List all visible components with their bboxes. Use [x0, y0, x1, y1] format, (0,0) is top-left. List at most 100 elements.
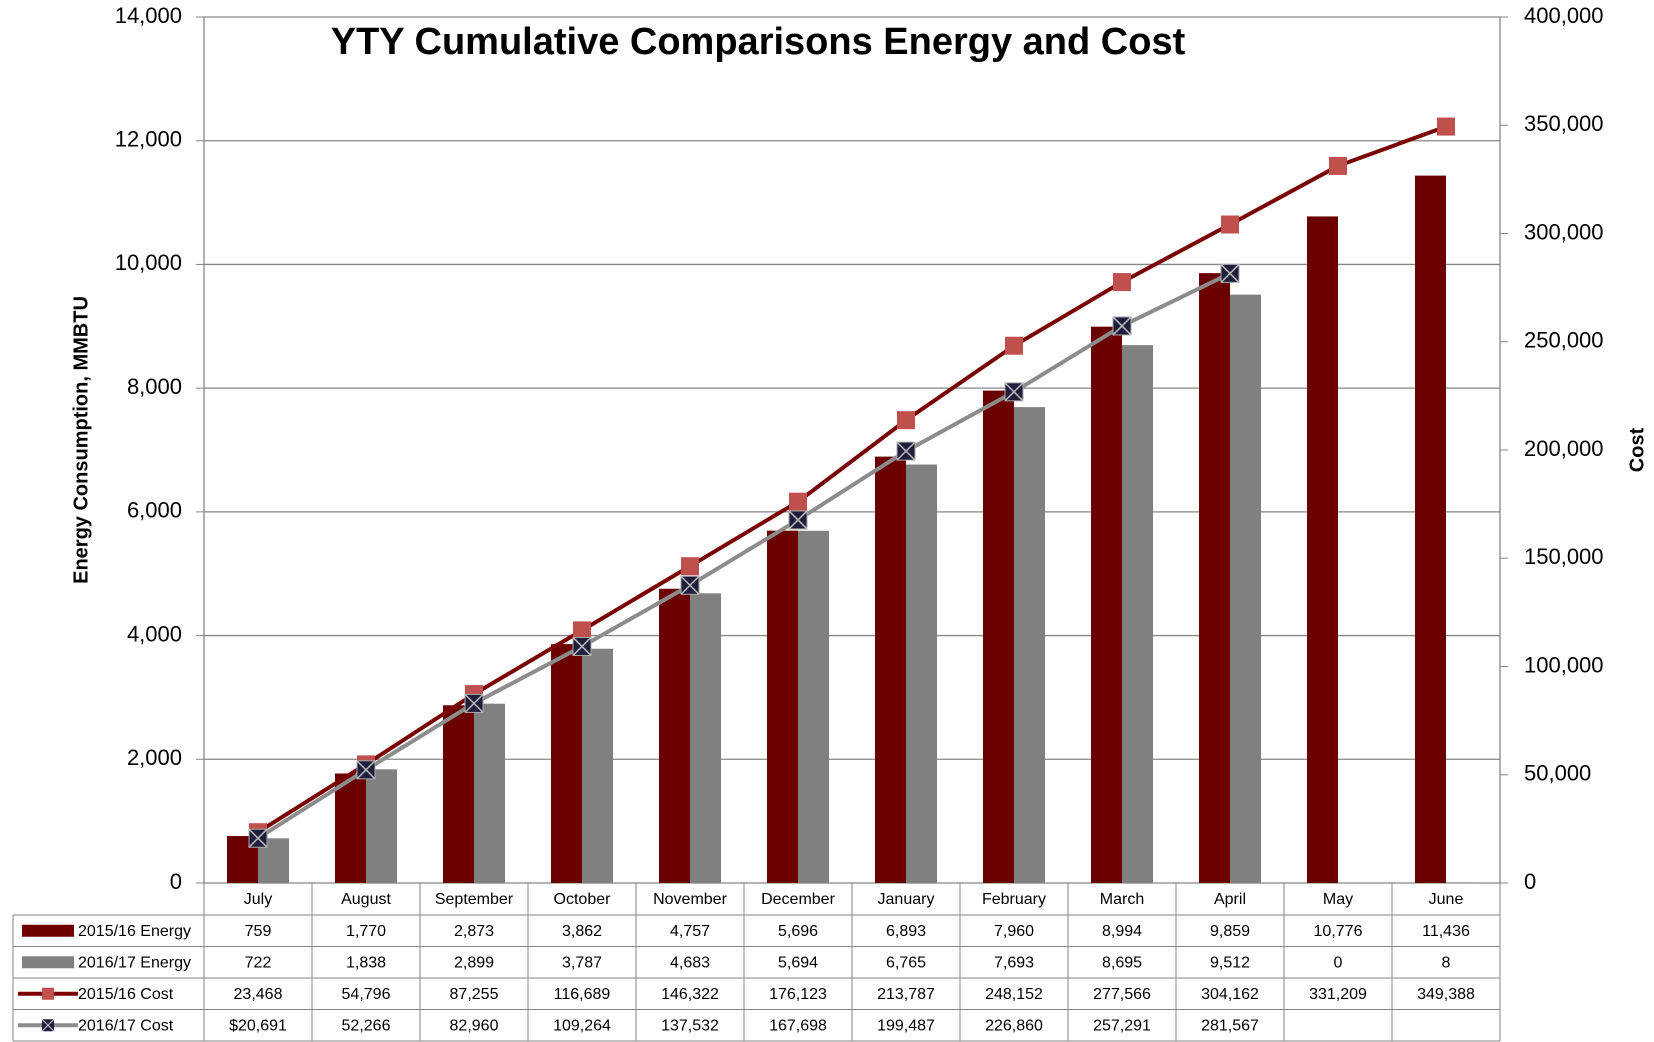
- legend-label: 2015/16 Cost: [78, 986, 174, 1003]
- table-value: 213,787: [877, 986, 935, 1003]
- table-value: 6,765: [886, 954, 926, 971]
- table-value: 2,873: [454, 923, 494, 940]
- table-value: 9,859: [1210, 923, 1250, 940]
- y-tick-label: 14,000: [115, 3, 182, 28]
- bar: [1091, 326, 1122, 883]
- x-tick-label: July: [244, 891, 272, 908]
- table-value: 137,532: [661, 1017, 719, 1034]
- table-value: 2,899: [454, 954, 494, 971]
- table-value: 4,683: [670, 954, 710, 971]
- y2-tick-label: 200,000: [1524, 436, 1604, 461]
- x-tick-label: August: [341, 891, 391, 908]
- table-value: 23,468: [234, 986, 283, 1003]
- marker-cross: [1112, 316, 1132, 336]
- y2-tick-label: 350,000: [1524, 111, 1604, 136]
- bar: [875, 456, 906, 883]
- y-tick-label: 10,000: [115, 250, 182, 275]
- bar: [767, 530, 798, 883]
- bar: [551, 644, 582, 883]
- bar: [474, 703, 505, 883]
- table-value: 7,960: [994, 923, 1034, 940]
- table-value: 8: [1442, 954, 1451, 971]
- bar: [1307, 216, 1338, 883]
- x-tick-label: November: [653, 891, 727, 908]
- x-tick-label: February: [982, 891, 1046, 908]
- line: [256, 271, 1231, 840]
- x-tick-label: January: [878, 891, 935, 908]
- bar: [366, 769, 397, 883]
- marker: [1005, 336, 1023, 355]
- table-value: 7,693: [994, 954, 1034, 971]
- x-tick-label: April: [1214, 891, 1246, 908]
- bar: [335, 773, 366, 883]
- table-value: 3,787: [562, 954, 602, 971]
- table-value: 10,776: [1314, 923, 1363, 940]
- table-value: 331,209: [1309, 986, 1367, 1003]
- marker-cross: [464, 693, 484, 713]
- marker-cross: [1004, 382, 1024, 402]
- bar: [906, 464, 937, 883]
- marker-cross: [896, 441, 916, 461]
- marker: [573, 621, 591, 640]
- table-value: 349,388: [1417, 986, 1475, 1003]
- table-value: 82,960: [450, 1017, 499, 1034]
- bar: [1415, 175, 1446, 884]
- y2-axis-label: Cost: [1626, 427, 1648, 472]
- table-value: $20,691: [229, 1017, 287, 1034]
- marker: [789, 492, 807, 511]
- legend-label: 2016/17 Cost: [78, 1017, 174, 1034]
- table-value: 722: [245, 954, 272, 971]
- table-value: 4,757: [670, 923, 710, 940]
- table-value: 116,689: [554, 986, 611, 1003]
- legend-label: 2015/16 Energy: [78, 923, 191, 940]
- bar: [798, 530, 829, 883]
- y2-tick-label: 0: [1524, 869, 1536, 894]
- table-value: 87,255: [450, 986, 499, 1003]
- y-tick-label: 8,000: [127, 374, 182, 399]
- y-axis-label: Energy Consumption, MMBTU: [70, 296, 92, 584]
- bar: [983, 390, 1014, 883]
- table-value: 3,862: [562, 923, 602, 940]
- y-tick-label: 4,000: [127, 621, 182, 646]
- table-value: 167,698: [769, 1017, 827, 1034]
- table-value: 0: [1334, 954, 1343, 971]
- bar: [1199, 273, 1230, 884]
- table-value: 8,994: [1102, 923, 1142, 940]
- y-tick-label: 0: [170, 869, 182, 894]
- table-value: 9,512: [1210, 954, 1250, 971]
- line: [256, 124, 1447, 834]
- x-tick-label: December: [761, 891, 835, 908]
- x-tick-label: September: [435, 891, 514, 908]
- marker-cross: [248, 828, 268, 848]
- bar: [1230, 294, 1261, 883]
- marker-cross: [356, 760, 376, 780]
- legend-cross: [41, 1018, 55, 1032]
- y-tick-label: 2,000: [127, 745, 182, 770]
- table-value: 176,123: [769, 986, 827, 1003]
- bar: [690, 593, 721, 883]
- y2-tick-label: 150,000: [1524, 544, 1604, 569]
- x-tick-label: March: [1100, 891, 1144, 908]
- marker: [681, 557, 699, 576]
- table-value: 248,152: [985, 986, 1043, 1003]
- bar: [443, 705, 474, 883]
- table-value: 5,694: [778, 954, 818, 971]
- y2-tick-label: 300,000: [1524, 219, 1604, 244]
- table-value: 146,322: [661, 986, 719, 1003]
- table-value: 257,291: [1093, 1017, 1151, 1034]
- table-value: 11,436: [1422, 923, 1470, 940]
- legend-marker: [42, 987, 54, 1000]
- marker: [1329, 156, 1347, 175]
- table-value: 277,566: [1093, 986, 1151, 1003]
- y2-tick-label: 250,000: [1524, 328, 1604, 353]
- y-tick-label: 12,000: [115, 127, 182, 152]
- table-value: 1,770: [346, 923, 386, 940]
- table-value: 226,860: [985, 1017, 1043, 1034]
- legend-item: 2016/17 Cost: [18, 1017, 174, 1034]
- x-tick-label: June: [1429, 891, 1464, 908]
- legend-item: 2016/17 Energy: [22, 954, 191, 971]
- bar: [659, 588, 690, 883]
- marker-cross: [1220, 263, 1240, 283]
- y2-tick-label: 50,000: [1524, 761, 1591, 786]
